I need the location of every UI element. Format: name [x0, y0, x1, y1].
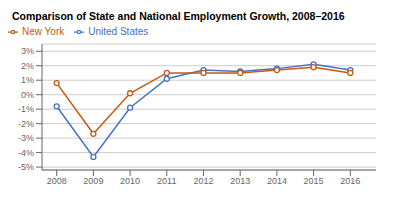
svg-text:-2%: -2% — [18, 119, 34, 129]
html-text:United States: United States — [88, 26, 149, 37]
svg-text:2010: 2010 — [120, 176, 140, 186]
svg-text:-4%: -4% — [18, 148, 34, 158]
svg-text:2015: 2015 — [304, 176, 324, 186]
html-text:New York: New York — [22, 26, 65, 37]
svg-text:2016: 2016 — [340, 176, 360, 186]
svg-text:2008: 2008 — [47, 176, 67, 186]
svg-text:-5%: -5% — [18, 162, 34, 172]
html-text:Comparison of State and Nation: Comparison of State and National Employm… — [12, 10, 345, 22]
svg-text:2014: 2014 — [267, 176, 287, 186]
svg-text:3%: 3% — [21, 46, 34, 56]
svg-text:2011: 2011 — [157, 176, 176, 186]
svg-text:1%: 1% — [21, 75, 34, 85]
svg-text:-3%: -3% — [18, 133, 34, 143]
svg-text:2009: 2009 — [83, 176, 103, 186]
svg-text:2%: 2% — [21, 61, 34, 71]
svg-text:-1%: -1% — [18, 104, 34, 114]
svg-text:0%: 0% — [21, 90, 34, 100]
svg-text:2013: 2013 — [230, 176, 250, 186]
svg-text:2012: 2012 — [193, 176, 213, 186]
